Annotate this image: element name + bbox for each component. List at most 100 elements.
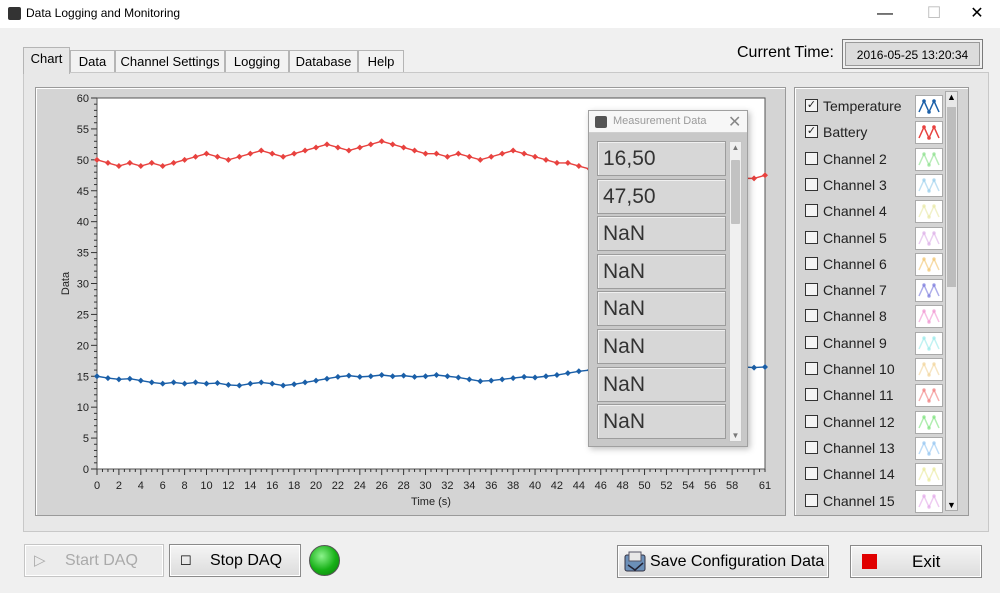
close-button[interactable]: ✕: [970, 5, 984, 22]
measurement-scrollbar[interactable]: ▲ ▼: [729, 141, 742, 442]
measurement-data-window[interactable]: Measurement Data ✕ 16,50 47,50 NaN NaN NaN Na…: [588, 110, 748, 447]
channel-label: Channel 7: [823, 282, 887, 299]
channel-checkbox[interactable]: ✓: [805, 99, 818, 112]
start-daq-button[interactable]: ▷ Start DAQ: [24, 544, 164, 577]
channel-color-swatch[interactable]: [915, 489, 943, 513]
channel-label: Channel 8: [823, 308, 887, 325]
channel-color-swatch[interactable]: [915, 384, 943, 408]
channel-checkbox[interactable]: [805, 467, 818, 481]
data-point: [192, 379, 199, 386]
channel-row: ✓ Battery: [805, 119, 945, 145]
channel-color-swatch[interactable]: [915, 463, 943, 487]
scroll-up-icon[interactable]: ▲: [731, 143, 740, 152]
measurement-window-titlebar[interactable]: Measurement Data ✕: [589, 111, 747, 133]
channel-checkbox[interactable]: [805, 151, 818, 165]
x-axis-label: Time (s): [411, 496, 451, 508]
x-tick-label: 40: [529, 480, 541, 492]
tab-database[interactable]: Database: [289, 50, 358, 73]
channel-color-swatch[interactable]: [915, 252, 943, 276]
tab-help[interactable]: Help: [358, 50, 404, 73]
channel-checkbox[interactable]: [805, 362, 818, 375]
channel-color-swatch[interactable]: [915, 200, 943, 224]
data-point: [564, 370, 571, 377]
channel-color-swatch[interactable]: [915, 279, 943, 303]
tab-chart[interactable]: Chart: [23, 47, 70, 74]
channel-color-swatch[interactable]: [915, 173, 943, 197]
channel-checkbox[interactable]: [805, 230, 818, 244]
exit-button[interactable]: Exit: [850, 545, 982, 578]
measurement-value-cell: NaN: [597, 329, 726, 364]
scrollbar-thumb[interactable]: [947, 107, 956, 287]
tab-data[interactable]: Data: [70, 50, 115, 73]
channel-color-swatch[interactable]: [915, 410, 943, 434]
channel-row: Channel 14: [805, 461, 945, 487]
x-tick-label: 28: [397, 480, 409, 492]
data-point: [126, 375, 133, 382]
x-tick-label: 24: [354, 480, 366, 492]
scroll-down-icon[interactable]: ▼: [731, 431, 740, 440]
channel-checkbox[interactable]: [805, 283, 818, 297]
channel-checkbox[interactable]: [805, 335, 818, 349]
tab-logging[interactable]: Logging: [225, 50, 289, 73]
x-tick-label: 36: [485, 480, 497, 492]
channel-row: Channel 6: [805, 251, 945, 277]
x-tick-label: 52: [660, 480, 672, 492]
x-tick-label: 38: [507, 480, 519, 492]
data-point: [367, 141, 374, 148]
channel-checkbox[interactable]: [805, 493, 818, 507]
save-configuration-button[interactable]: Save Configuration Data: [617, 545, 829, 578]
data-point: [422, 373, 429, 380]
channel-checkbox[interactable]: [805, 204, 818, 218]
x-tick-label: 34: [463, 480, 475, 492]
channel-color-swatch[interactable]: [915, 147, 943, 171]
stop-daq-button[interactable]: ☐ Stop DAQ: [169, 544, 301, 577]
channel-color-swatch[interactable]: [915, 331, 943, 355]
data-point: [751, 364, 758, 371]
channel-row: Channel 3: [805, 172, 945, 198]
channel-checkbox[interactable]: ✓: [805, 125, 818, 139]
channel-list-scrollbar[interactable]: ▲ ▼: [945, 91, 958, 511]
data-point: [313, 377, 320, 384]
x-tick-label: 61: [759, 480, 771, 492]
data-point: [291, 381, 298, 388]
channel-label: Channel 9: [823, 334, 887, 351]
data-point: [104, 375, 111, 382]
start-daq-label: Start DAQ: [65, 552, 138, 569]
channel-color-swatch[interactable]: [915, 358, 943, 381]
channel-label: Channel 13: [823, 439, 895, 456]
channel-checkbox[interactable]: [805, 177, 818, 191]
y-tick-label: 0: [83, 464, 89, 476]
channel-checkbox[interactable]: [805, 388, 818, 402]
channel-color-swatch[interactable]: [915, 226, 943, 250]
channel-checkbox[interactable]: [805, 256, 818, 270]
data-point: [258, 147, 265, 154]
x-tick-label: 48: [617, 480, 629, 492]
scrollbar-thumb[interactable]: [731, 160, 740, 224]
x-tick-label: 46: [595, 480, 607, 492]
channel-row: ✓ Temperature: [805, 93, 945, 119]
close-icon[interactable]: ✕: [728, 114, 742, 131]
data-point: [542, 156, 549, 163]
data-point: [477, 156, 484, 163]
channel-checkbox[interactable]: [805, 414, 818, 428]
channel-checkbox[interactable]: [805, 440, 818, 454]
minimize-button[interactable]: —: [877, 5, 893, 22]
data-point: [488, 153, 495, 160]
channel-color-swatch[interactable]: [915, 305, 943, 329]
scroll-up-icon[interactable]: ▲: [947, 92, 956, 102]
x-tick-label: 20: [310, 480, 322, 492]
data-point: [280, 382, 287, 389]
channel-color-swatch[interactable]: [915, 95, 943, 118]
stop-daq-label: Stop DAQ: [210, 552, 283, 569]
measurement-value-cell: 16,50: [597, 141, 726, 176]
channel-color-swatch[interactable]: [915, 436, 943, 460]
scroll-down-icon[interactable]: ▼: [947, 500, 956, 510]
measurement-value-cell: NaN: [597, 253, 726, 289]
channel-color-swatch[interactable]: [915, 121, 943, 145]
tab-channel-settings[interactable]: Channel Settings: [115, 50, 225, 73]
maximize-button[interactable]: ☐: [926, 5, 942, 22]
play-icon: ▷: [34, 552, 46, 569]
channel-checkbox[interactable]: [805, 309, 818, 323]
data-point: [334, 373, 341, 380]
data-point: [104, 159, 111, 166]
